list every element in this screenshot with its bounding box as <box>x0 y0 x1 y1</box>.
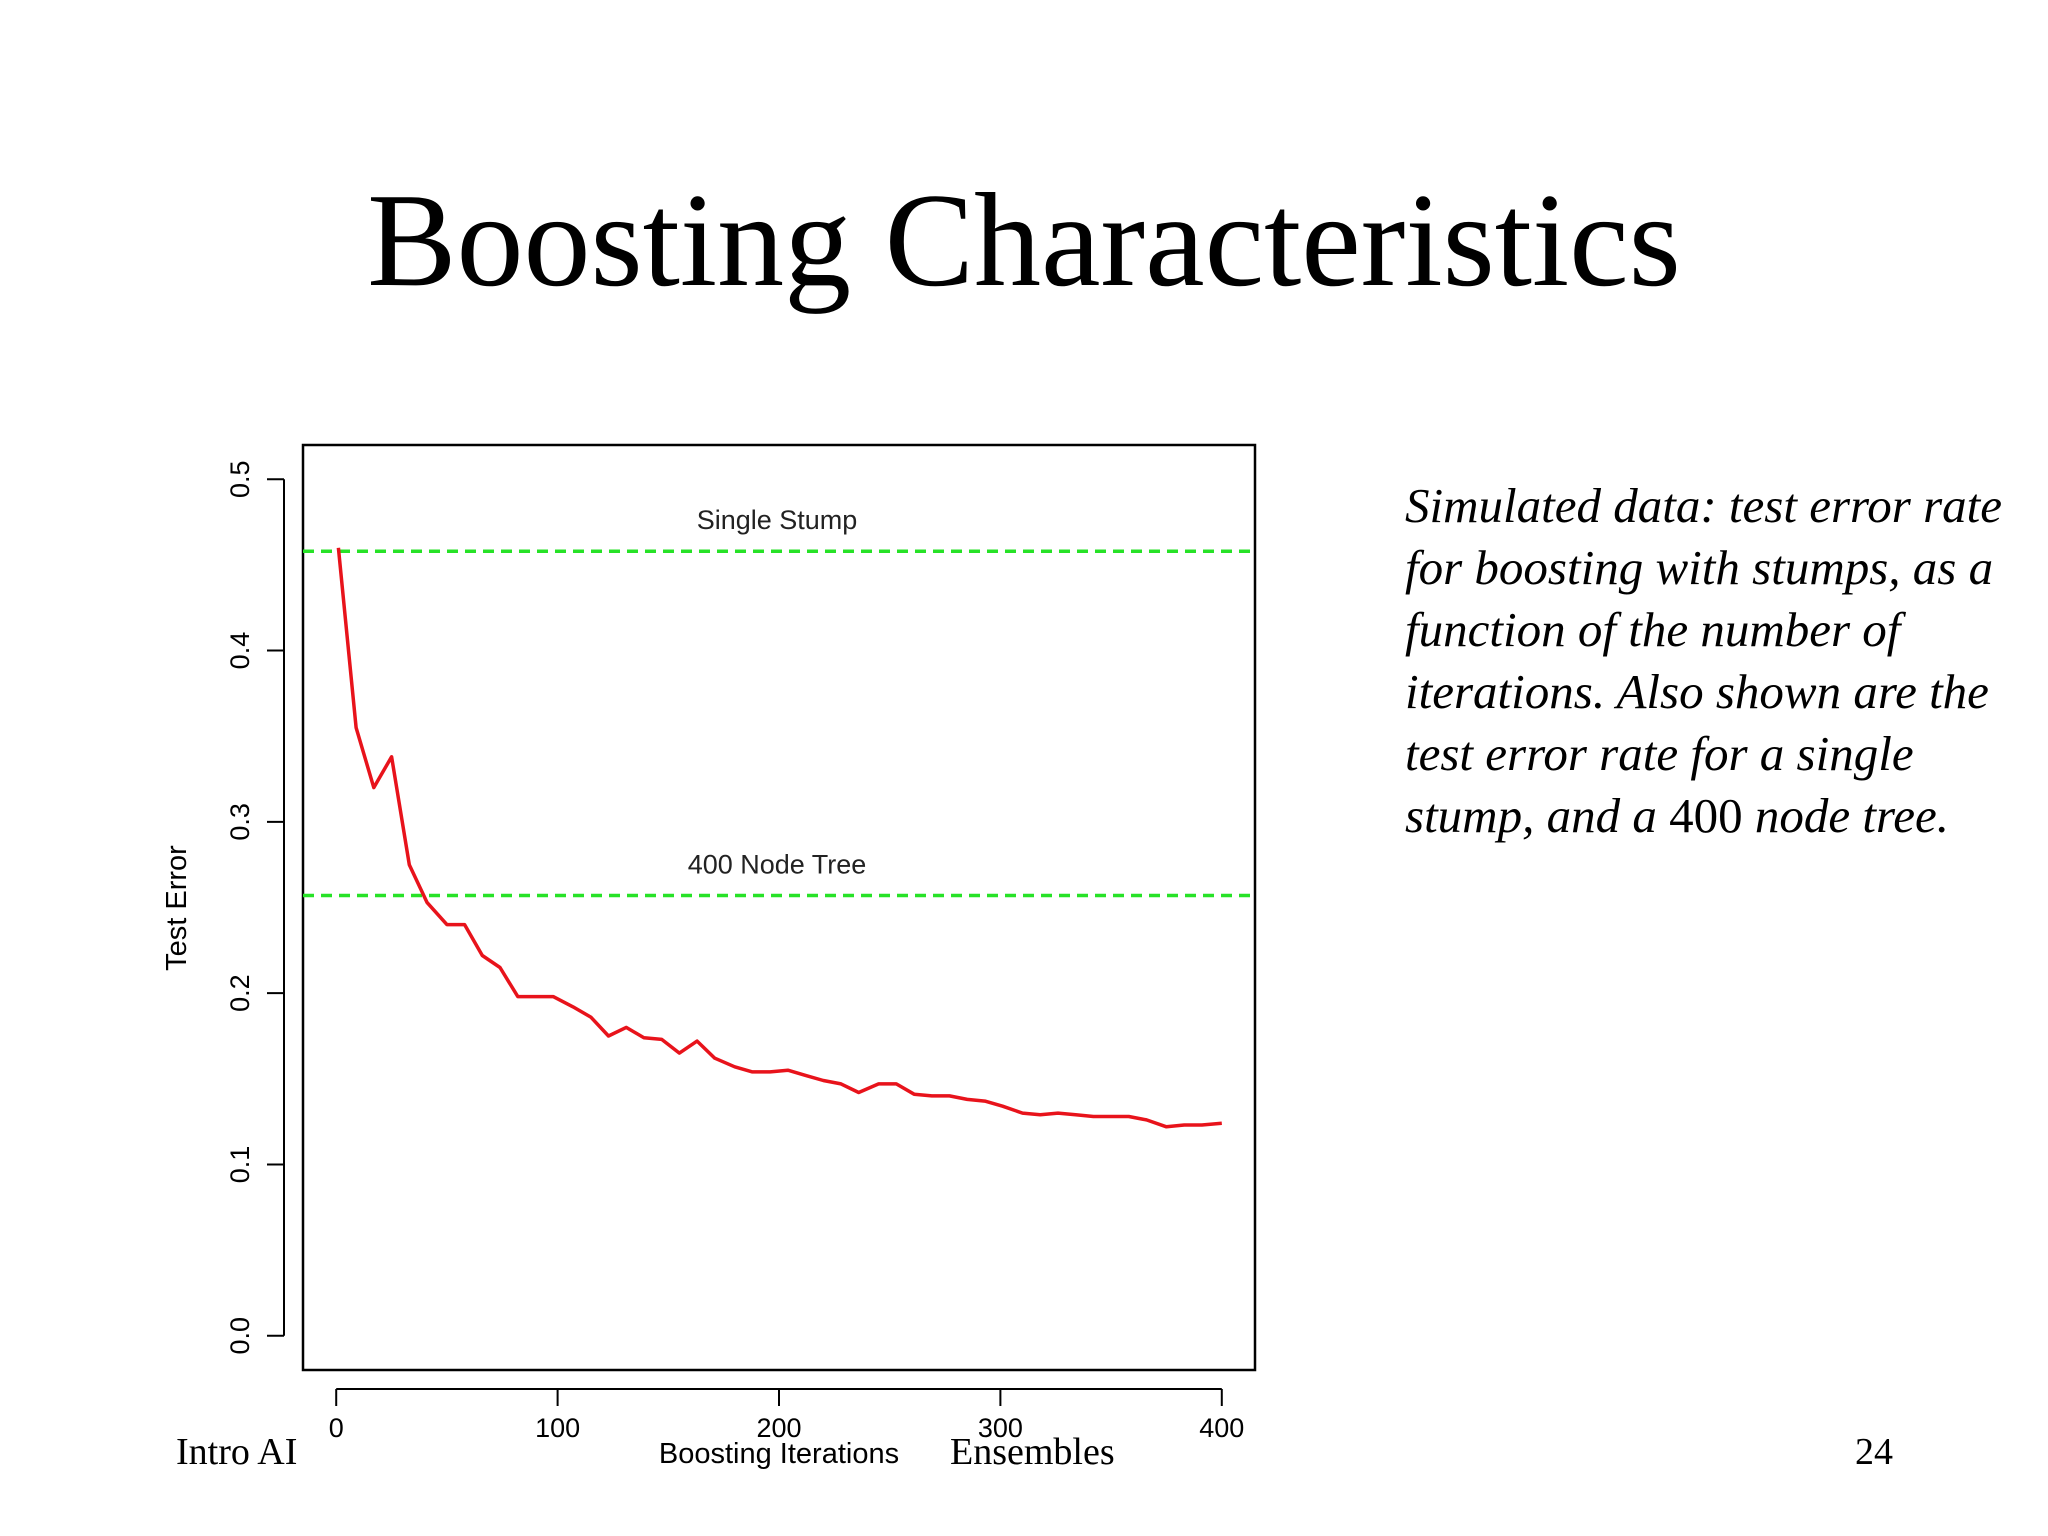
reference-lines: Single Stump 400 Node Tree <box>303 505 1255 898</box>
x-tick-label: 200 <box>756 1413 801 1443</box>
caption: Simulated data: test error rate for boos… <box>1405 475 2005 847</box>
footer-topic: Ensembles <box>950 1431 1115 1473</box>
y-tick-label: 0.1 <box>225 1146 255 1184</box>
caption-number: 400 <box>1669 788 1743 843</box>
test-error-line <box>336 547 1222 1129</box>
x-axis: 0 100 200 300 400 <box>329 1388 1244 1443</box>
y-tick-label: 0.4 <box>225 632 255 670</box>
plot-frame <box>301 443 1257 1372</box>
caption-text-end: node tree. <box>1742 788 1949 843</box>
x-axis-label: Boosting Iterations <box>659 1438 899 1470</box>
y-axis-label: Test Error <box>161 845 193 971</box>
reference-line-label: Single Stump <box>697 505 858 535</box>
y-tick-label: 0.3 <box>225 803 255 841</box>
y-axis: 0.0 0.1 0.2 0.3 0.4 0.5 <box>225 460 285 1355</box>
y-tick-label: 0.0 <box>225 1317 255 1355</box>
test-error-chart: 0.0 0.1 0.2 0.3 0.4 0.5 0 100 200 300 400 Single … <box>161 443 1257 1470</box>
x-tick-label: 300 <box>978 1413 1023 1443</box>
x-tick-label: 400 <box>1199 1413 1244 1443</box>
page-number: 24 <box>1855 1431 1893 1473</box>
chart: 0.0 0.1 0.2 0.3 0.4 0.5 0 100 200 300 400 Single … <box>150 430 1290 1490</box>
footer-course: Intro AI <box>176 1431 298 1473</box>
y-tick-label: 0.2 <box>225 974 255 1012</box>
x-tick-label: 100 <box>535 1413 580 1443</box>
reference-line-label: 400 Node Tree <box>688 850 867 880</box>
caption-text: Simulated data: test error rate for boos… <box>1405 478 2003 843</box>
series-lines <box>336 547 1222 1129</box>
slide-title: Boosting Characteristics <box>367 166 1681 314</box>
y-tick-label: 0.5 <box>225 460 255 498</box>
x-tick-label: 0 <box>329 1413 344 1443</box>
